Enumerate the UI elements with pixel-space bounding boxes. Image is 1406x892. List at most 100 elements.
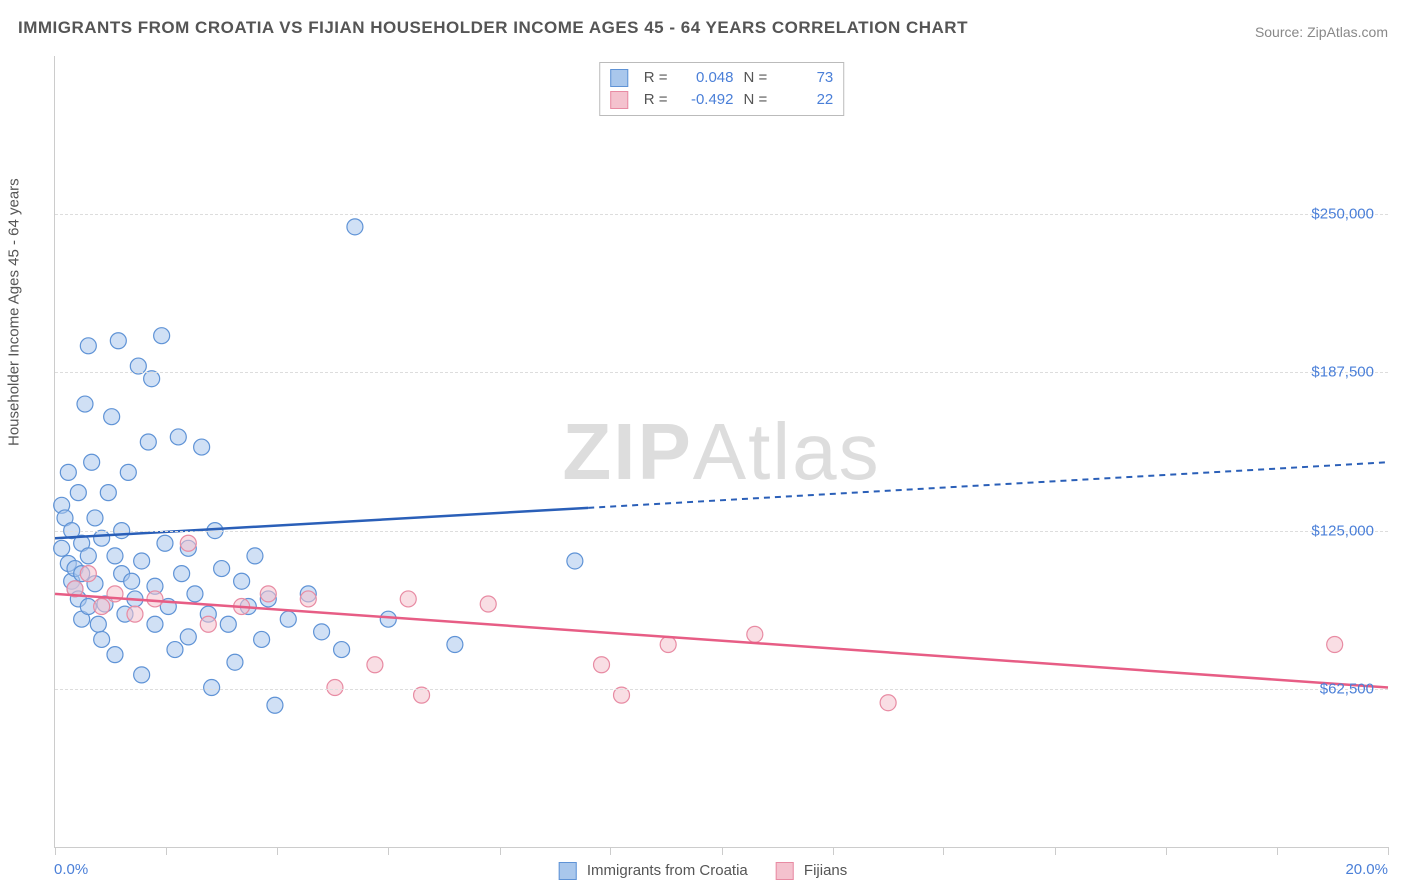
- data-point: [80, 548, 96, 564]
- data-point: [84, 454, 100, 470]
- data-point: [447, 637, 463, 653]
- n-label: N =: [744, 89, 768, 111]
- x-tick: [943, 847, 944, 855]
- gridline-h: [55, 214, 1388, 215]
- legend-item-series2: Fijians: [776, 862, 848, 880]
- data-point: [204, 680, 220, 696]
- x-tick: [1166, 847, 1167, 855]
- data-point: [880, 695, 896, 711]
- r-value-series1: 0.048: [678, 67, 734, 89]
- data-point: [280, 611, 296, 627]
- x-tick: [388, 847, 389, 855]
- data-point: [247, 548, 263, 564]
- x-tick: [833, 847, 834, 855]
- x-tick: [1388, 847, 1389, 855]
- gridline-h: [55, 372, 1388, 373]
- data-point: [94, 530, 110, 546]
- trend-line: [55, 508, 588, 538]
- r-label: R =: [644, 67, 668, 89]
- x-tick: [55, 847, 56, 855]
- data-point: [107, 548, 123, 564]
- data-point: [220, 616, 236, 632]
- data-point: [157, 535, 173, 551]
- source-attribution: Source: ZipAtlas.com: [1255, 24, 1388, 40]
- data-point: [154, 328, 170, 344]
- data-point: [747, 626, 763, 642]
- trend-line-extrapolated: [588, 462, 1388, 508]
- data-point: [147, 616, 163, 632]
- x-tick: [1055, 847, 1056, 855]
- x-axis-min-label: 0.0%: [54, 861, 88, 878]
- n-label: N =: [744, 67, 768, 89]
- swatch-series2-icon: [776, 862, 794, 880]
- data-point: [180, 535, 196, 551]
- x-axis-max-label: 20.0%: [1345, 861, 1388, 878]
- data-point: [227, 654, 243, 670]
- data-point: [120, 464, 136, 480]
- data-point: [87, 510, 103, 526]
- chart-title: IMMIGRANTS FROM CROATIA VS FIJIAN HOUSEH…: [18, 18, 968, 38]
- bottom-legend: Immigrants from Croatia Fijians: [559, 862, 848, 880]
- data-point: [200, 616, 216, 632]
- y-tick-label: $125,000: [1311, 522, 1374, 539]
- data-point: [567, 553, 583, 569]
- plot-area: ZIPAtlas R = 0.048 N = 73 R = -0.492 N =…: [54, 56, 1388, 848]
- data-point: [147, 591, 163, 607]
- data-point: [70, 485, 86, 501]
- data-point: [170, 429, 186, 445]
- data-point: [1327, 637, 1343, 653]
- y-tick-label: $250,000: [1311, 206, 1374, 223]
- gridline-h: [55, 531, 1388, 532]
- data-point: [140, 434, 156, 450]
- y-axis-label: Householder Income Ages 45 - 64 years: [6, 178, 23, 446]
- data-point: [80, 338, 96, 354]
- data-point: [327, 680, 343, 696]
- stats-row-series1: R = 0.048 N = 73: [610, 67, 834, 89]
- data-point: [104, 409, 120, 425]
- x-tick: [722, 847, 723, 855]
- x-tick: [500, 847, 501, 855]
- data-point: [314, 624, 330, 640]
- swatch-series1: [610, 69, 628, 87]
- data-point: [380, 611, 396, 627]
- stats-row-series2: R = -0.492 N = 22: [610, 89, 834, 111]
- data-point: [54, 540, 70, 556]
- data-point: [194, 439, 210, 455]
- data-point: [110, 333, 126, 349]
- data-point: [400, 591, 416, 607]
- data-point: [90, 616, 106, 632]
- data-point: [60, 464, 76, 480]
- data-point: [100, 485, 116, 501]
- data-point: [180, 629, 196, 645]
- data-point: [94, 631, 110, 647]
- stats-legend-box: R = 0.048 N = 73 R = -0.492 N = 22: [599, 62, 845, 116]
- n-value-series1: 73: [777, 67, 833, 89]
- data-point: [124, 573, 140, 589]
- scatter-svg: [55, 56, 1388, 847]
- data-point: [480, 596, 496, 612]
- data-point: [80, 566, 96, 582]
- swatch-series1-icon: [559, 862, 577, 880]
- data-point: [347, 219, 363, 235]
- legend-label-series2: Fijians: [804, 862, 847, 879]
- data-point: [660, 637, 676, 653]
- legend-item-series1: Immigrants from Croatia: [559, 862, 748, 880]
- data-point: [94, 599, 110, 615]
- data-point: [300, 591, 316, 607]
- gridline-h: [55, 689, 1388, 690]
- n-value-series2: 22: [777, 89, 833, 111]
- data-point: [594, 657, 610, 673]
- x-tick: [277, 847, 278, 855]
- data-point: [334, 642, 350, 658]
- data-point: [77, 396, 93, 412]
- legend-label-series1: Immigrants from Croatia: [587, 862, 748, 879]
- r-label: R =: [644, 89, 668, 111]
- data-point: [187, 586, 203, 602]
- data-point: [267, 697, 283, 713]
- y-tick-label: $187,500: [1311, 364, 1374, 381]
- data-point: [134, 553, 150, 569]
- data-point: [134, 667, 150, 683]
- x-tick: [610, 847, 611, 855]
- data-point: [214, 561, 230, 577]
- data-point: [127, 606, 143, 622]
